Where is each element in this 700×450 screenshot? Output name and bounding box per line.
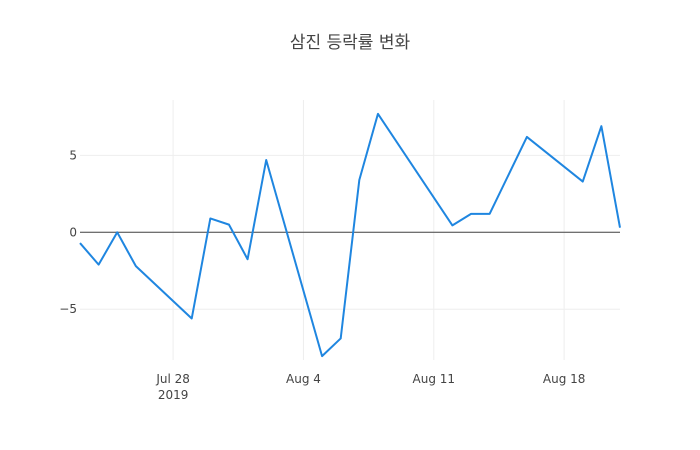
chart-title: 삼진 등락률 변화 [290,33,411,53]
line [79,112,621,358]
y-tick-label: 0 [69,225,77,239]
y-tick-label: 5 [69,148,77,162]
x-tick-label: Aug 11 [413,372,456,386]
x-tick-label: Aug 4 [286,372,321,386]
x-tick-label: Jul 28 2019 [155,372,190,402]
x-tick-label: Aug 18 [543,372,586,386]
y-tick-label: −5 [59,302,77,316]
